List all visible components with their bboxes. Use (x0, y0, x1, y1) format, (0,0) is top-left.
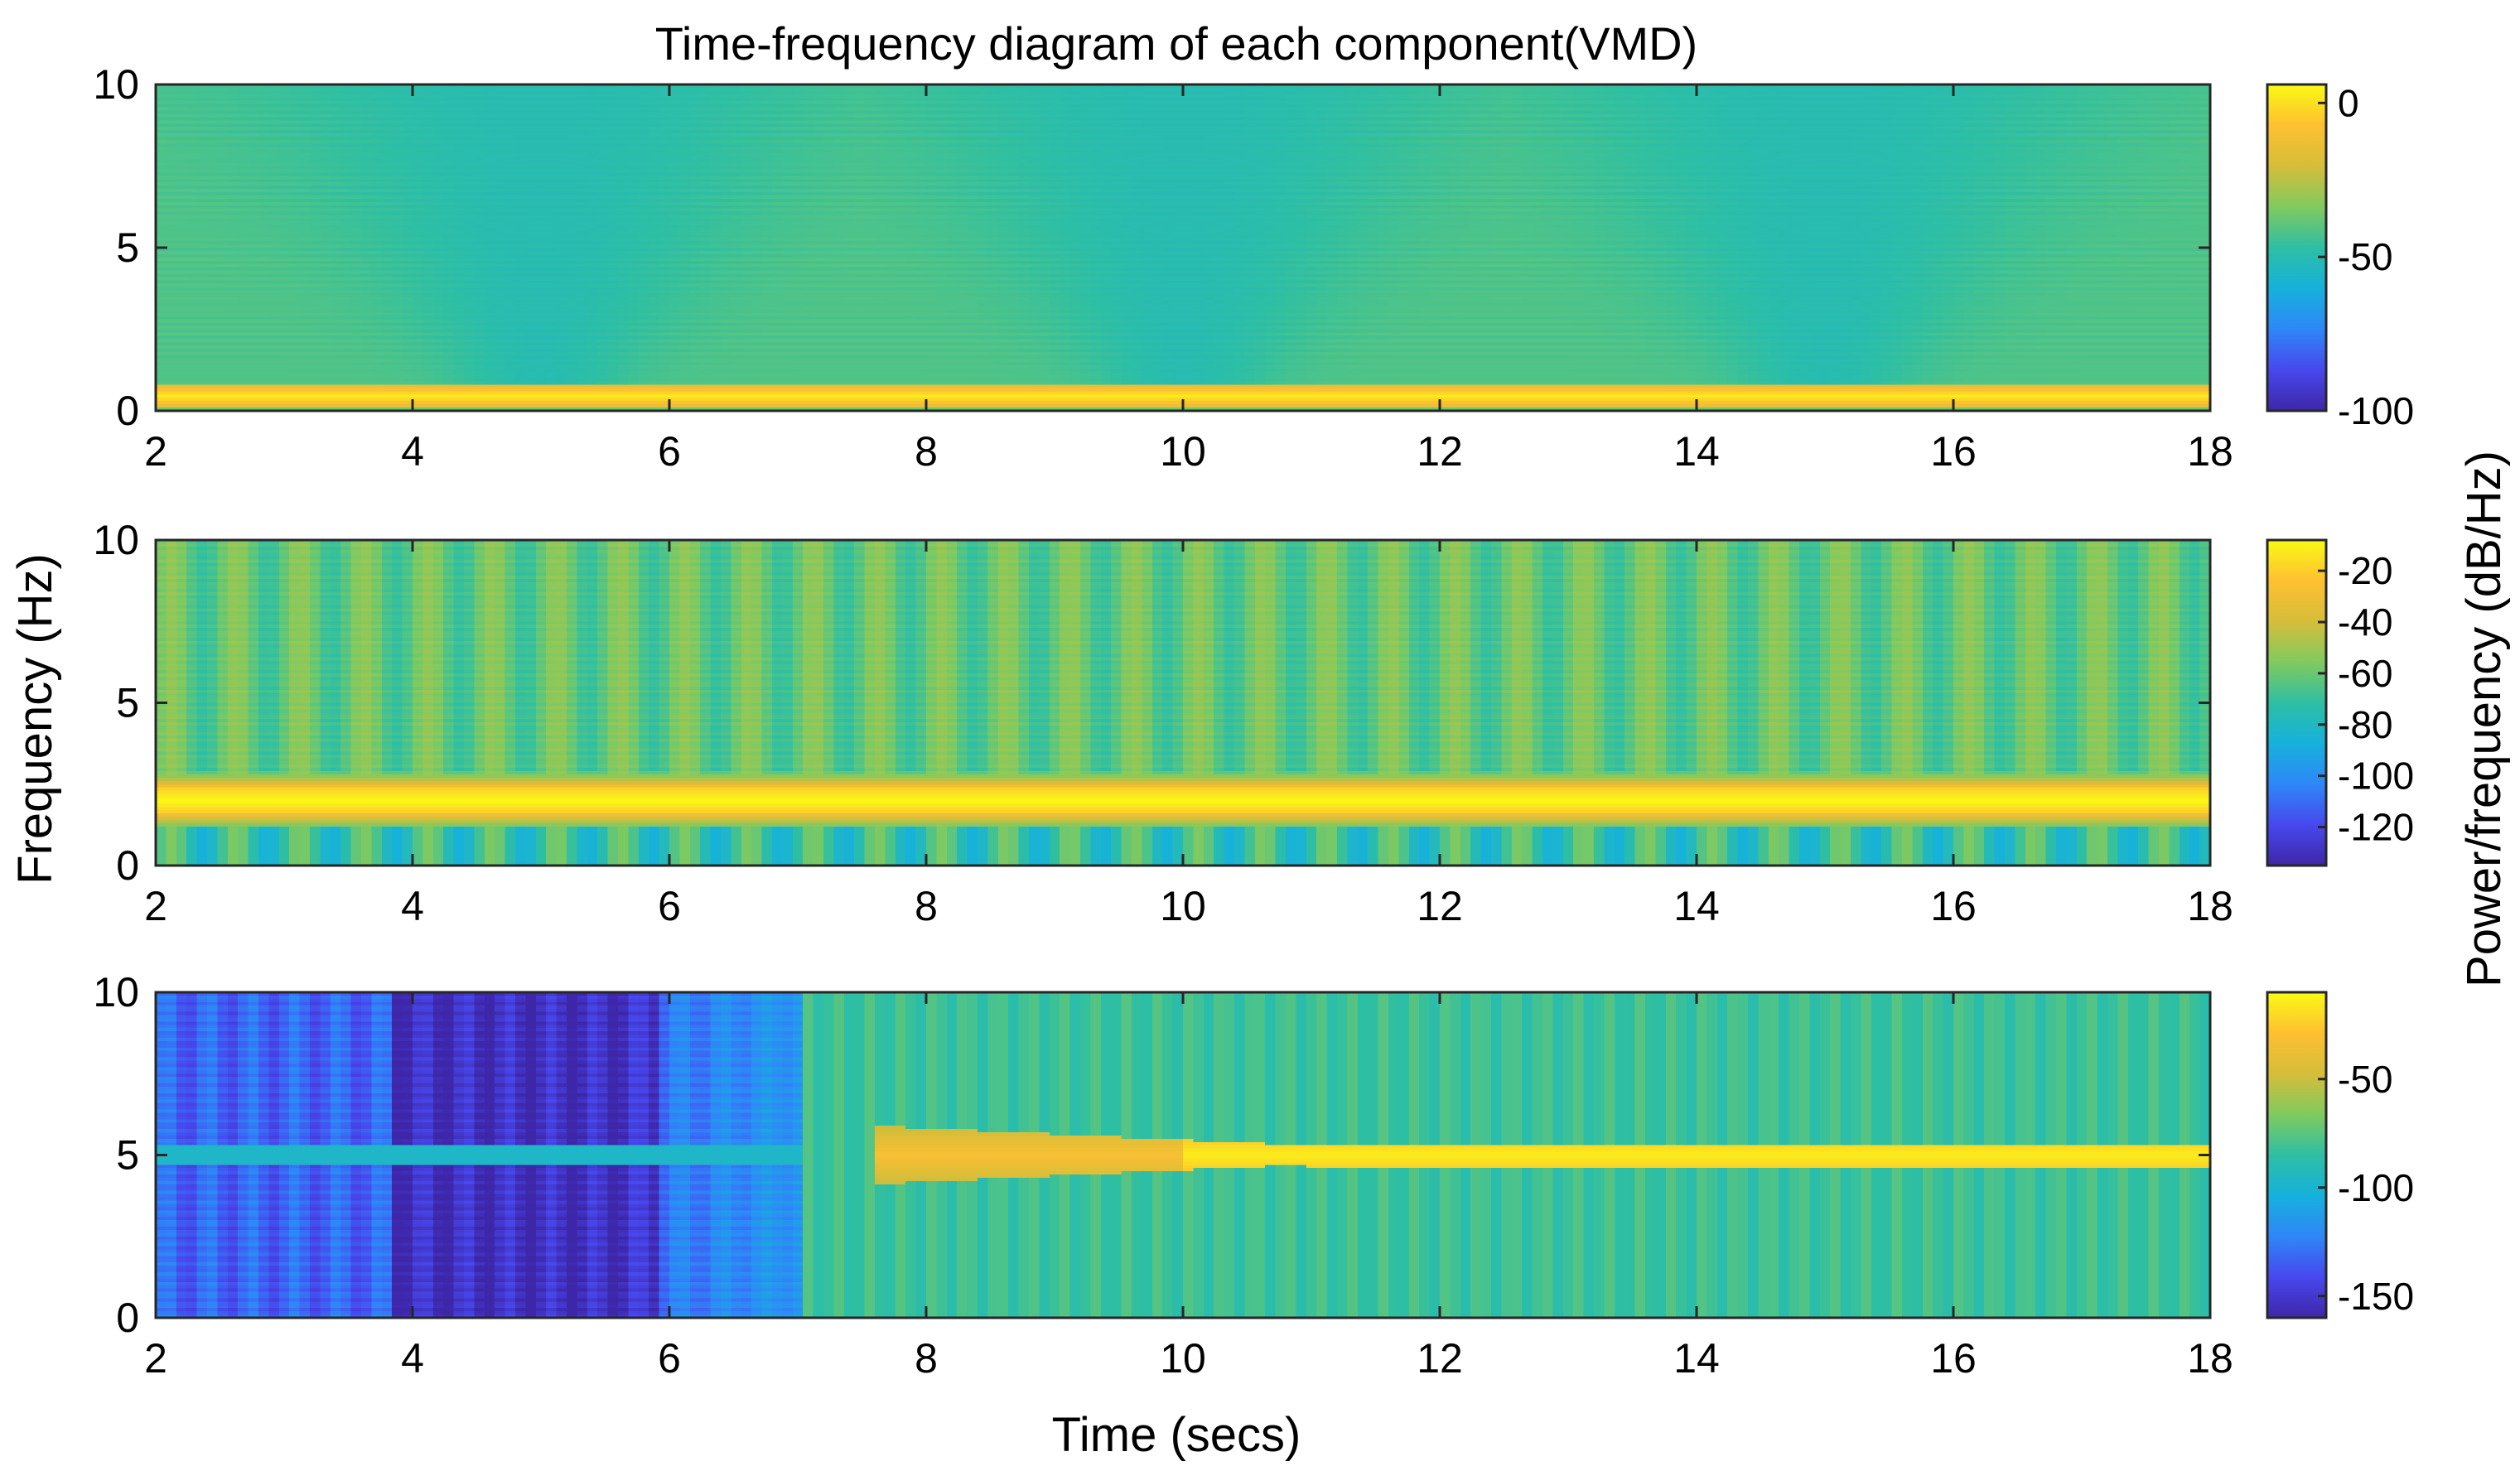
colorbar-tick-label: -40 (2338, 600, 2392, 644)
colorbar-tick-label: -100 (2338, 389, 2414, 432)
colorbar-tick-label: -100 (2338, 755, 2414, 798)
x-tick-label: 16 (1930, 883, 1977, 929)
x-tick-label: 4 (401, 1335, 424, 1382)
x-tick-label: 18 (2187, 883, 2233, 929)
y-tick-label: 0 (116, 388, 139, 434)
x-tick-label: 16 (1930, 1335, 1977, 1382)
x-tick-label: 18 (2187, 1335, 2233, 1382)
x-tick-label: 8 (915, 1335, 938, 1382)
y-tick-label: 0 (116, 842, 139, 889)
x-tick-label: 12 (1417, 1335, 1463, 1382)
x-tick-label: 14 (1673, 883, 1720, 929)
colorbar-tick-label: -100 (2338, 1166, 2414, 1209)
y-tick-label: 10 (93, 61, 139, 108)
y-tick-label: 10 (93, 969, 139, 1015)
x-axis-label: Time (secs) (1052, 1408, 1301, 1462)
colorbar (2267, 84, 2326, 411)
x-tick-label: 4 (401, 428, 424, 475)
heatmap-field (156, 540, 2211, 866)
chart-title: Time-frequency diagram of each component… (655, 17, 1697, 70)
x-tick-label: 14 (1673, 428, 1720, 475)
colorbar (2267, 540, 2326, 866)
x-tick-label: 10 (1160, 1335, 1206, 1382)
colorbar-tick-label: -120 (2338, 806, 2414, 849)
x-tick-label: 8 (915, 883, 938, 929)
colorbar-tick-label: -150 (2338, 1275, 2414, 1318)
x-tick-label: 2 (144, 1335, 167, 1382)
heatmap-field (156, 992, 2211, 1319)
x-tick-label: 10 (1160, 883, 1206, 929)
x-tick-label: 2 (144, 883, 167, 929)
y-tick-label: 10 (93, 517, 139, 563)
x-tick-label: 18 (2187, 428, 2233, 475)
x-tick-label: 10 (1160, 428, 1206, 475)
colorbar-tick-label: -20 (2338, 549, 2392, 592)
x-tick-label: 6 (658, 428, 681, 475)
x-tick-label: 2 (144, 428, 167, 475)
colorbar-tick-label: 0 (2338, 81, 2359, 124)
x-tick-label: 12 (1417, 883, 1463, 929)
y-tick-label: 5 (116, 680, 139, 726)
x-tick-label: 14 (1673, 1335, 1720, 1382)
x-tick-label: 8 (915, 428, 938, 475)
x-tick-label: 4 (401, 883, 424, 929)
colorbar-tick-label: -50 (2338, 1058, 2392, 1101)
y-axis-label: Frequency (Hz) (8, 553, 62, 885)
figure: Time-frequency diagram of each component… (0, 0, 2520, 1471)
colorbar (2267, 992, 2326, 1318)
colorbar-tick-label: -80 (2338, 703, 2392, 746)
x-tick-label: 12 (1417, 428, 1463, 475)
colorbar-tick-label: -50 (2338, 235, 2392, 278)
colorbar-tick-label: -60 (2338, 652, 2392, 695)
colorbar-label: Power/frequency (dB/Hz) (2457, 451, 2511, 987)
heatmap-field (156, 84, 2211, 412)
x-tick-label: 6 (658, 1335, 681, 1382)
y-tick-label: 5 (116, 1132, 139, 1179)
y-tick-label: 0 (116, 1295, 139, 1341)
y-tick-label: 5 (116, 224, 139, 271)
x-tick-label: 6 (658, 883, 681, 929)
x-tick-label: 16 (1930, 428, 1977, 475)
